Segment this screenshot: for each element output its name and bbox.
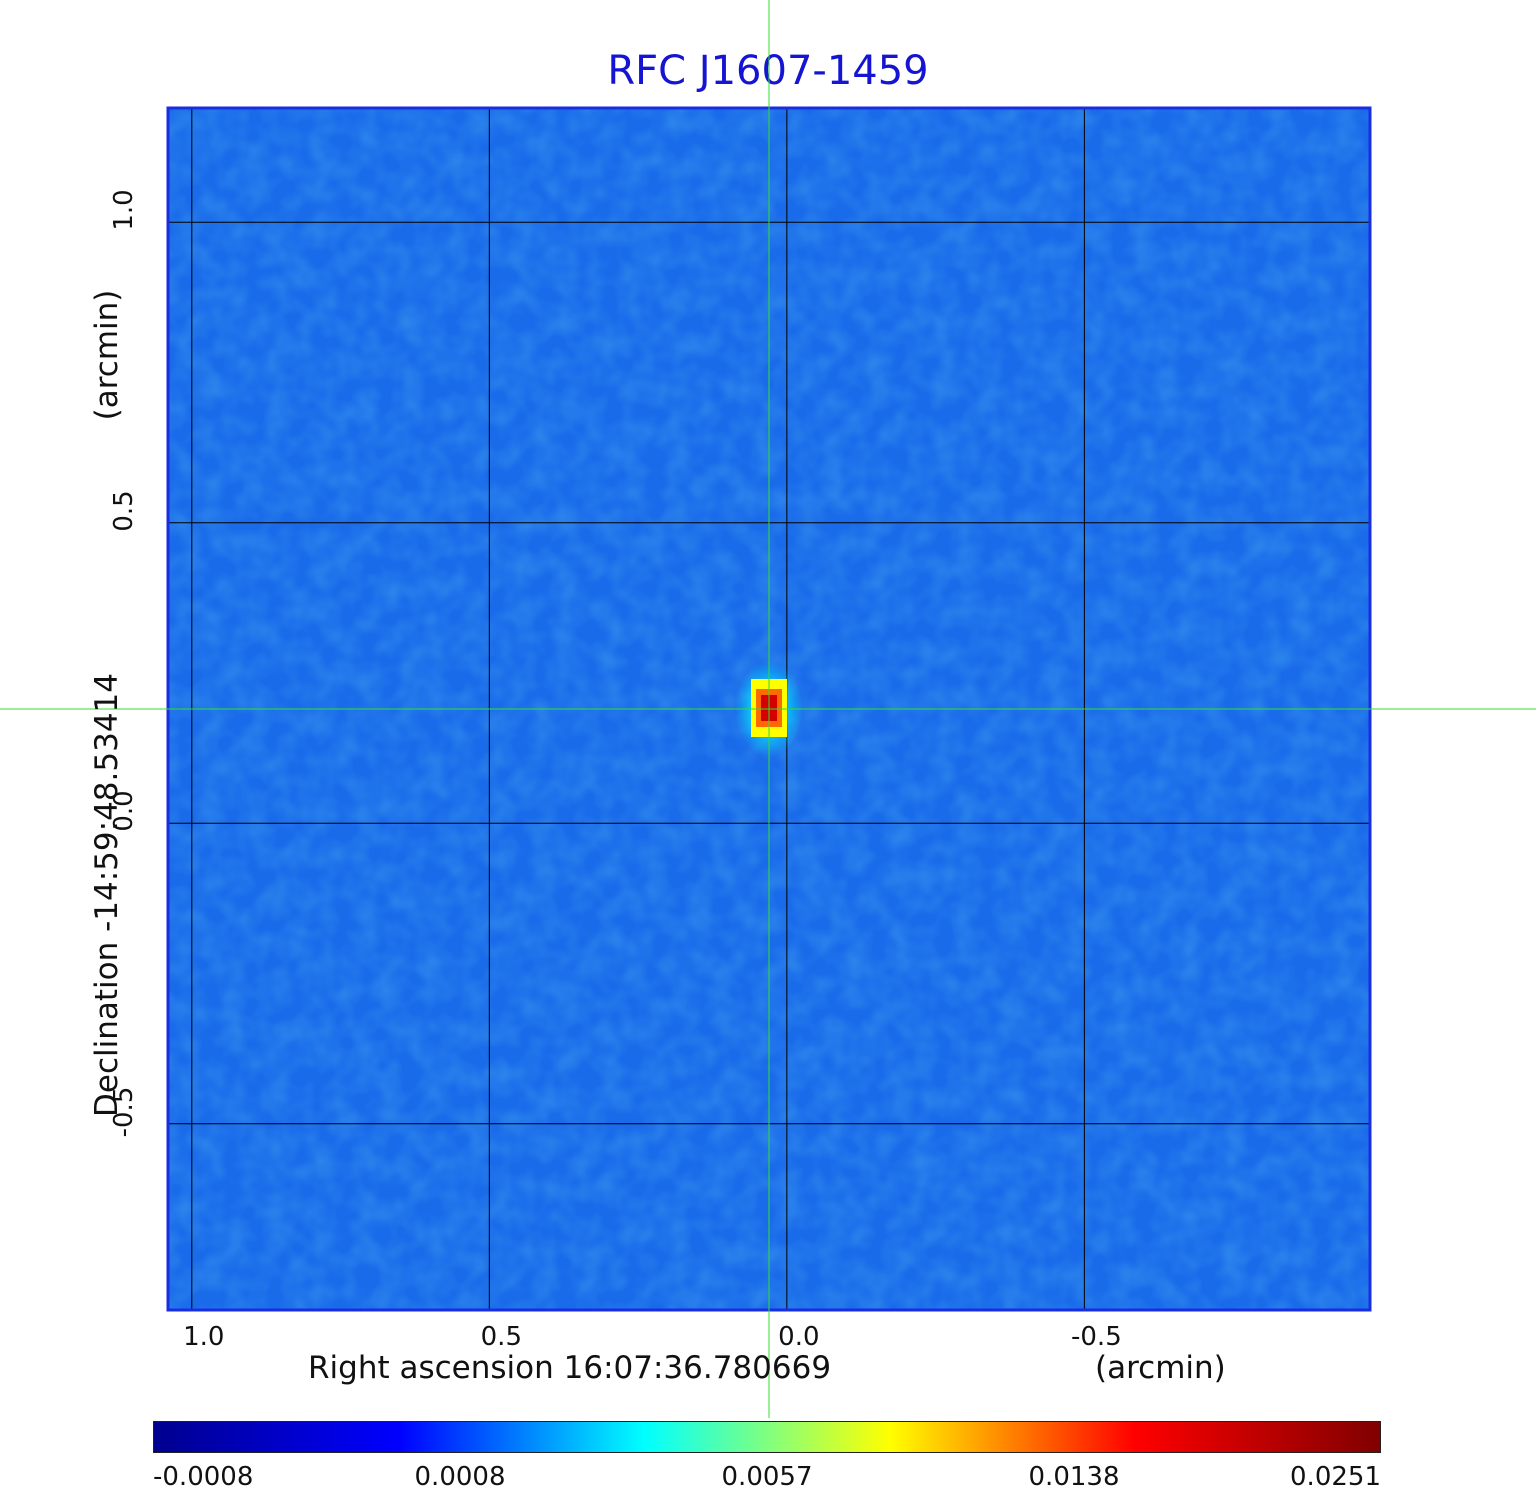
x-tick-label: 0.5 — [480, 1322, 522, 1352]
crosshair — [0, 0, 1536, 1418]
y-tick-label: 1.0 — [109, 189, 139, 231]
x-tick-label: 1.0 — [183, 1322, 225, 1352]
y-axis-label: Declination -14:59:48.53414 — [89, 673, 125, 1117]
x-axis-label: Right ascension 16:07:36.780669 — [308, 1350, 832, 1386]
y-axis-unit: (arcmin) — [89, 289, 125, 421]
x-tick-label: 0.0 — [778, 1322, 820, 1352]
colorbar-tick-label: 0.0057 — [721, 1462, 813, 1492]
colorbar-tick-label: 0.0138 — [1028, 1462, 1120, 1492]
y-tick-label: 0.5 — [109, 490, 139, 532]
colorbar-tick-label: 0.0008 — [414, 1462, 506, 1492]
x-tick-label: -0.5 — [1071, 1322, 1122, 1352]
colorbar — [153, 1421, 1381, 1453]
colorbar-tick-label: 0.0251 — [1290, 1462, 1381, 1492]
chart-title: RFC J1607-1459 — [607, 48, 929, 94]
colorbar-tick-label: -0.0008 — [153, 1462, 254, 1492]
x-axis-unit: (arcmin) — [1095, 1350, 1226, 1386]
